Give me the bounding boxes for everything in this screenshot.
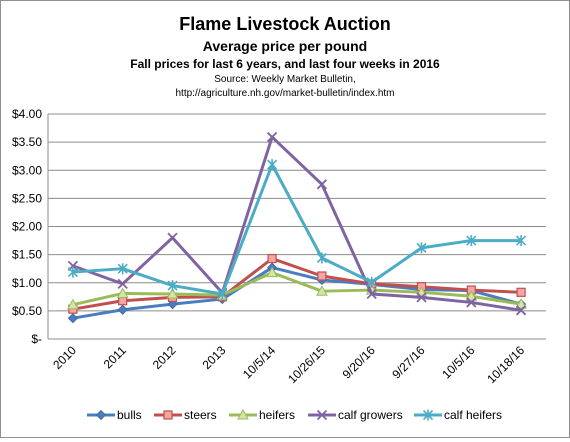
data-point-steers [118, 296, 128, 306]
data-point-bulls [67, 313, 78, 324]
data-point-calf-growers [117, 278, 128, 290]
data-point-calf-growers [316, 179, 328, 190]
series-line-heifers [72, 271, 522, 307]
series-steers [68, 253, 526, 314]
series-line-steers [72, 257, 522, 311]
legend-label: bulls [117, 408, 142, 422]
x-tick-label: 10/26/15 [285, 343, 328, 386]
data-point-steers [267, 253, 277, 264]
chart-source-line-2: http://agriculture.nh.gov/market-bulleti… [176, 88, 395, 99]
legend-marker [422, 409, 434, 421]
x-tick-label: 10/5/16 [439, 343, 477, 381]
x-tick-label: 2010 [50, 343, 79, 372]
data-point-calf-heifers [267, 159, 278, 171]
chart-subtitle-detail: Fall prices for last 6 years, and last f… [130, 57, 440, 71]
data-point-calf-heifers [117, 263, 128, 275]
data-point-steers [317, 271, 327, 281]
data-point-calf-growers [466, 297, 477, 308]
legend-marker [237, 408, 249, 420]
legend-item-heifers: heifers [229, 408, 295, 422]
y-tick-label: $1.00 [12, 276, 42, 290]
y-tick-label: $3.50 [12, 135, 42, 149]
series-group [67, 131, 527, 324]
series-line-calf-heifers [72, 163, 522, 296]
data-point-calf-growers [416, 292, 427, 303]
data-point-heifers [465, 290, 478, 301]
data-point-calf-heifers [316, 252, 327, 264]
y-tick-label: $1.50 [12, 248, 42, 262]
data-point-calf-heifers [167, 280, 178, 292]
data-point-steers [516, 287, 526, 297]
legend-item-steers: steers [154, 408, 217, 422]
legend-item-calf-heifers: calf heifers [414, 408, 502, 422]
x-axis: 2010 2011 2012 2013 10/5/14 10/26/15 9/20/16 9/… [50, 343, 527, 386]
chart-source-line-1: Source: Weekly Market Bulletin, [214, 74, 356, 85]
data-point-calf-growers [266, 131, 278, 143]
x-tick-label: 9/27/16 [389, 343, 427, 381]
x-tick-label: 10/5/14 [240, 343, 278, 381]
data-point-calf-heifers [416, 242, 427, 254]
data-point-heifers [515, 298, 527, 309]
y-tick-label: $4.00 [12, 107, 42, 121]
data-point-heifers [266, 266, 278, 278]
legend-marker [95, 409, 107, 421]
x-tick-label: 2013 [200, 343, 229, 372]
data-point-calf-heifers [217, 288, 228, 300]
x-tick-label: 2012 [150, 343, 179, 372]
x-tick-label: 2011 [101, 343, 129, 371]
data-point-heifers [67, 298, 79, 310]
data-point-calf-growers [167, 232, 178, 243]
legend-label: heifers [259, 408, 295, 422]
data-point-calf-growers [515, 305, 527, 316]
series-line-calf-growers [72, 135, 522, 312]
series-calf-heifers [67, 159, 527, 300]
legend-label: steers [184, 408, 217, 422]
y-tick-label: $3.00 [12, 163, 42, 177]
data-point-bulls [117, 304, 128, 315]
data-point-calf-heifers [516, 235, 527, 247]
data-point-heifers [316, 285, 328, 296]
legend-marker [163, 410, 173, 420]
x-tick-label: 9/20/16 [340, 343, 378, 381]
y-axis: $- $0.50 $1.00 $1.50 $2.00 $2.50 $3.00 $3.50 $4.… [12, 107, 49, 346]
chart-title: Flame Livestock Auction [179, 14, 390, 34]
chart-subtitle: Average price per pound [203, 38, 367, 54]
legend-item-calf-growers: calf growers [308, 408, 403, 422]
legend-item-bulls: bulls [87, 408, 142, 422]
y-tick-label: $2.50 [12, 191, 42, 205]
legend-marker [316, 409, 328, 421]
legend: bulls steers heifers calf growers calf heife… [87, 408, 502, 422]
legend-label: calf heifers [444, 408, 502, 422]
data-point-calf-growers [366, 288, 377, 300]
legend-label: calf growers [338, 408, 403, 422]
y-tick-label: $- [31, 332, 42, 346]
data-point-calf-heifers [67, 266, 78, 278]
data-point-heifers [166, 287, 179, 299]
data-point-heifers [116, 287, 129, 298]
y-tick-label: $2.00 [12, 220, 42, 234]
x-tick-label: 10/18/16 [484, 343, 527, 386]
y-tick-label: $0.50 [12, 304, 42, 318]
data-point-calf-heifers [466, 235, 477, 247]
series-calf-growers [67, 131, 527, 316]
gridlines [48, 113, 546, 340]
series-line-bulls [72, 266, 522, 320]
data-point-calf-heifers [366, 276, 377, 288]
